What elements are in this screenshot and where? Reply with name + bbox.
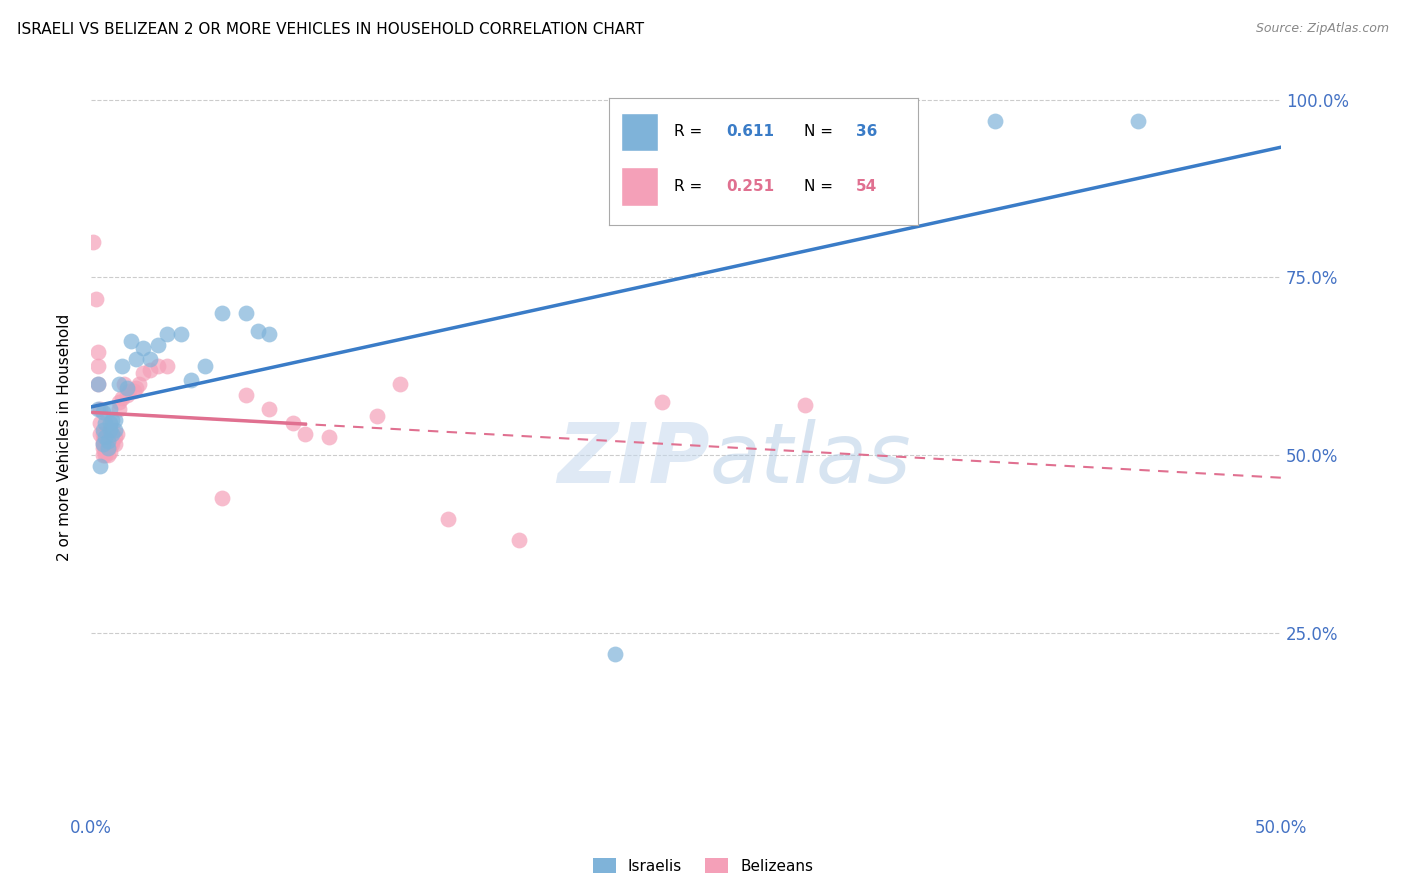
Point [246, 324, 269, 338]
Point [101, 434, 124, 448]
Point [104, 430, 127, 444]
Point [82, 235, 104, 249]
Point [98, 437, 121, 451]
Point [101, 426, 124, 441]
Point [89, 458, 111, 473]
Point [87, 376, 110, 391]
Text: ZIP: ZIP [557, 419, 710, 500]
Point [112, 376, 135, 391]
Point [294, 426, 316, 441]
Point [97, 441, 120, 455]
Point [94, 434, 117, 448]
Point [87, 359, 110, 374]
Point [94, 441, 117, 455]
Point [194, 359, 217, 374]
Point [91, 434, 114, 448]
Point [318, 430, 340, 444]
Point [97, 448, 120, 462]
Point [98, 444, 121, 458]
Point [104, 423, 127, 437]
Point [94, 416, 117, 430]
Point [139, 363, 162, 377]
Point [87, 376, 110, 391]
Point [104, 437, 127, 451]
Point [91, 441, 114, 455]
Point [794, 398, 817, 412]
Point [108, 376, 131, 391]
Point [87, 345, 110, 359]
Point [132, 367, 155, 381]
Point [156, 359, 179, 374]
Point [235, 306, 257, 320]
Point [105, 426, 128, 441]
Point [120, 334, 142, 349]
Point [128, 376, 150, 391]
Point [89, 416, 111, 430]
Point [389, 376, 412, 391]
Point [98, 423, 121, 437]
Point [1126, 114, 1149, 128]
Point [259, 327, 281, 342]
Point [101, 437, 124, 451]
Point [139, 352, 162, 367]
Point [132, 342, 155, 356]
Point [235, 387, 257, 401]
Point [97, 434, 120, 448]
Point [87, 401, 110, 416]
Point [111, 359, 134, 374]
Point [91, 437, 114, 451]
Point [603, 647, 626, 661]
Point [89, 401, 111, 416]
Point [156, 327, 179, 342]
Point [101, 412, 124, 426]
Point [108, 401, 131, 416]
Point [125, 380, 148, 394]
Text: Source: ZipAtlas.com: Source: ZipAtlas.com [1256, 22, 1389, 36]
Point [170, 327, 193, 342]
Point [94, 444, 117, 458]
Point [97, 441, 120, 455]
Point [146, 359, 169, 374]
Point [108, 394, 131, 409]
Point [98, 416, 121, 430]
Point [97, 437, 120, 451]
Point [180, 373, 202, 387]
Point [125, 352, 148, 367]
Text: atlas: atlas [710, 419, 911, 500]
Point [91, 426, 114, 441]
Point [98, 401, 121, 416]
Point [146, 338, 169, 352]
Point [366, 409, 388, 423]
Point [91, 448, 114, 462]
Point [122, 384, 145, 398]
Point [91, 437, 114, 451]
Legend: Israelis, Belizeans: Israelis, Belizeans [586, 852, 820, 880]
Point [211, 306, 233, 320]
Point [651, 394, 673, 409]
Point [84, 292, 107, 306]
Point [115, 380, 138, 394]
Point [98, 434, 121, 448]
Point [211, 491, 233, 505]
Point [259, 401, 281, 416]
Point [94, 430, 117, 444]
Point [283, 416, 305, 430]
Point [508, 533, 530, 548]
Text: ISRAELI VS BELIZEAN 2 OR MORE VEHICLES IN HOUSEHOLD CORRELATION CHART: ISRAELI VS BELIZEAN 2 OR MORE VEHICLES I… [17, 22, 644, 37]
Point [118, 384, 141, 398]
Point [111, 391, 134, 405]
Y-axis label: 2 or more Vehicles in Household: 2 or more Vehicles in Household [58, 314, 72, 561]
Point [984, 114, 1007, 128]
Point [91, 405, 114, 419]
Point [94, 448, 117, 462]
Point [104, 412, 127, 426]
Point [115, 387, 138, 401]
Point [91, 423, 114, 437]
Point [437, 512, 460, 526]
Point [89, 426, 111, 441]
Point [97, 434, 120, 448]
